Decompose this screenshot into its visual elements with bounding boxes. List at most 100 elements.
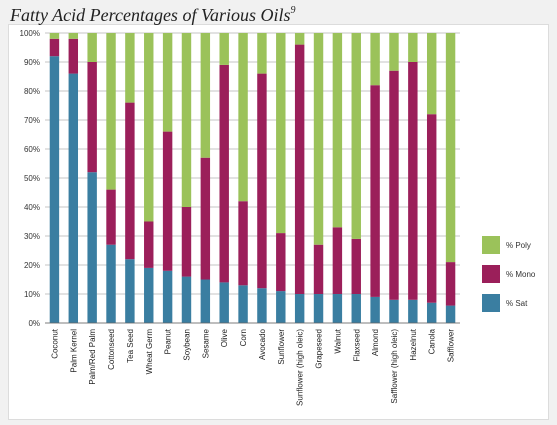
- bar-segment-poly: [313, 33, 324, 245]
- y-tick-label: 0%: [28, 319, 40, 328]
- y-tick-label: 10%: [24, 290, 40, 299]
- bar-segment-poly: [144, 33, 154, 222]
- x-category-label: Sesame: [201, 328, 210, 358]
- bar-segment-poly: [125, 33, 135, 103]
- bar-segment-mono: [351, 238, 361, 294]
- bar-segment-sat: [257, 288, 267, 323]
- bar-segment-poly: [87, 33, 97, 62]
- bar-segment-mono: [370, 85, 380, 297]
- bar-segment-mono: [313, 244, 324, 294]
- y-tick-label: 90%: [24, 58, 40, 67]
- legend-label: % Mono: [506, 270, 536, 279]
- x-category-label: Almond: [371, 329, 380, 356]
- x-category-label: Coconut: [50, 328, 59, 359]
- bar-segment-poly: [332, 33, 343, 228]
- x-category-label: Tea Seed: [126, 329, 135, 363]
- bar-segment-mono: [49, 38, 60, 57]
- x-category-label: Sunflower (high oleic): [296, 329, 305, 406]
- bar-segment-mono: [276, 233, 286, 292]
- bar-segment-sat: [106, 244, 116, 323]
- bar-segment-sat: [332, 294, 343, 323]
- bar-segment-poly: [181, 33, 192, 207]
- chart-title-text: Fatty Acid Percentages of Various Oils: [10, 5, 291, 25]
- bar-segment-mono: [294, 44, 305, 294]
- bar-segment-mono: [144, 221, 154, 268]
- bar-segment-sat: [370, 296, 380, 323]
- bar-segment-sat: [389, 299, 399, 323]
- bar-segment-sat: [238, 285, 248, 323]
- chart-title: Fatty Acid Percentages of Various Oils9: [10, 0, 296, 25]
- x-category-label: Grapeseed: [315, 329, 324, 369]
- bar-segment-poly: [351, 33, 361, 239]
- bar-segment-sat: [351, 294, 361, 323]
- bar-segment-mono: [408, 62, 418, 300]
- y-tick-label: 50%: [24, 174, 40, 183]
- x-category-label: Corn: [239, 329, 248, 346]
- y-tick-label: 30%: [24, 232, 40, 241]
- x-category-label: Peanut: [164, 328, 173, 354]
- x-category-label: Flaxseed: [352, 329, 361, 361]
- y-tick-label: 60%: [24, 145, 40, 154]
- x-category-label: Soybean: [182, 329, 191, 361]
- bar-segment-sat: [219, 282, 229, 323]
- bar-segment-poly: [426, 33, 437, 115]
- bar-segment-sat: [68, 73, 79, 323]
- bar-segment-sat: [125, 259, 135, 323]
- bar-segment-poly: [370, 33, 380, 86]
- x-category-label: Olive: [220, 328, 229, 347]
- x-category-label: Safflower: [447, 329, 456, 363]
- bar-segment-poly: [162, 33, 173, 132]
- x-category-label: Palm Kernel: [69, 329, 78, 373]
- x-category-label: Cottonseed: [107, 329, 116, 370]
- bar-segment-sat: [445, 305, 456, 323]
- x-category-label: Safflower (high oleic): [390, 329, 399, 404]
- bar-segment-poly: [445, 33, 456, 263]
- bar-segment-poly: [408, 33, 418, 62]
- legend-swatch: [482, 265, 500, 283]
- x-category-label: Palm/Red Palm: [88, 329, 97, 385]
- bar-segment-poly: [257, 33, 267, 74]
- bar-segment-sat: [200, 279, 211, 323]
- bar-segment-mono: [200, 157, 211, 280]
- bar-segment-poly: [276, 33, 286, 234]
- y-tick-label: 70%: [24, 116, 40, 125]
- bar-segment-poly: [200, 33, 211, 158]
- bar-segment-poly: [389, 33, 399, 71]
- bar-segment-sat: [49, 56, 60, 323]
- bar-segment-poly: [49, 33, 60, 39]
- x-category-label: Hazelnut: [409, 328, 418, 360]
- x-category-label: Avocado: [258, 328, 267, 360]
- x-category-label: Wheat Germ: [145, 329, 154, 375]
- bar-segment-sat: [313, 294, 324, 323]
- bar-segment-sat: [294, 294, 305, 323]
- legend-swatch: [482, 236, 500, 254]
- x-category-label: Sunflower: [277, 329, 286, 365]
- x-category-label: Canola: [428, 328, 437, 354]
- bar-segment-sat: [408, 299, 418, 323]
- bar-segment-poly: [219, 33, 229, 65]
- bar-segment-mono: [125, 102, 135, 260]
- bar-segment-mono: [426, 114, 437, 303]
- bar-segment-sat: [426, 302, 437, 323]
- y-tick-label: 20%: [24, 261, 40, 270]
- bar-segment-mono: [87, 62, 97, 173]
- bar-segment-sat: [144, 267, 154, 323]
- legend-label: % Poly: [506, 241, 531, 250]
- bar-segment-mono: [68, 38, 79, 74]
- legend-label: % Sat: [506, 299, 528, 308]
- bar-segment-mono: [389, 70, 399, 300]
- bar-segment-mono: [106, 189, 116, 245]
- bar-segment-mono: [257, 73, 267, 289]
- y-tick-label: 80%: [24, 87, 40, 96]
- bar-segment-sat: [276, 291, 286, 323]
- bar-segment-sat: [87, 172, 97, 323]
- legend-swatch: [482, 294, 500, 312]
- y-tick-label: 40%: [24, 203, 40, 212]
- bar-segment-mono: [238, 201, 248, 286]
- bar-segment-poly: [238, 33, 248, 202]
- bar-segment-poly: [68, 33, 79, 39]
- chart-title-footnote: 9: [290, 5, 296, 16]
- bar-segment-mono: [162, 131, 173, 271]
